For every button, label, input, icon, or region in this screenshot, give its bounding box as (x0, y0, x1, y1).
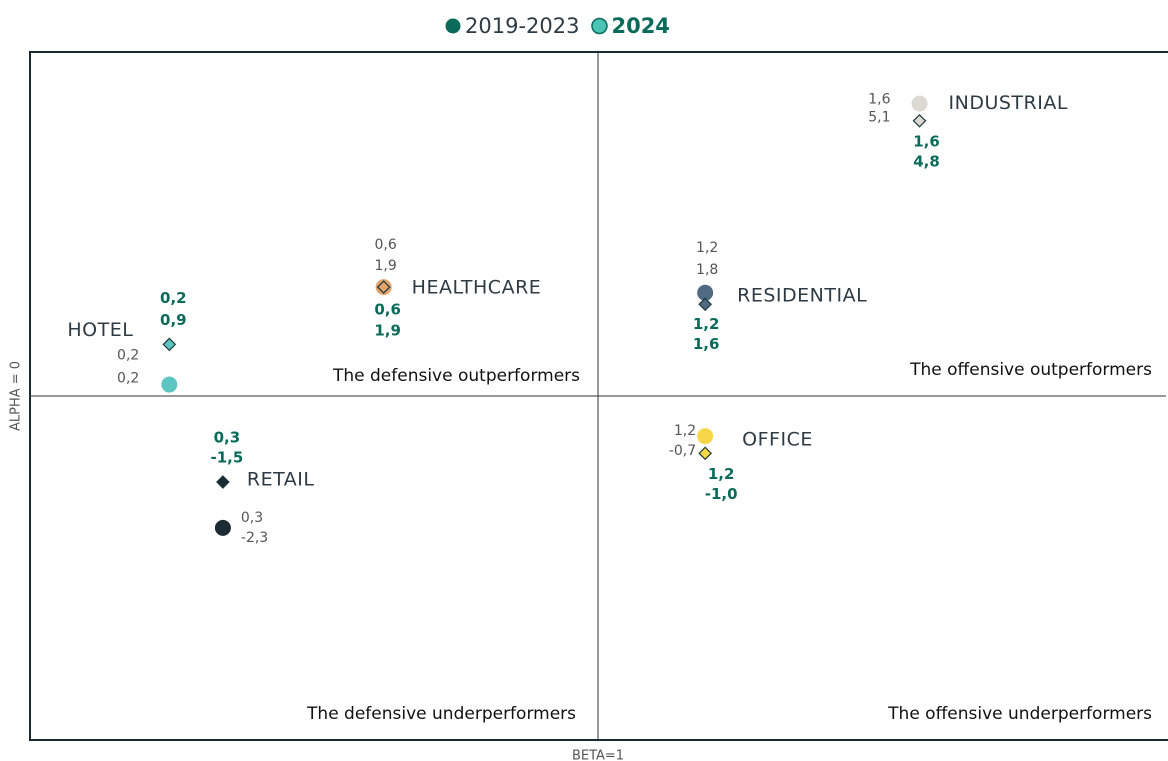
data-point (162, 337, 177, 352)
data-point (698, 446, 713, 461)
data-label: -0,7 (669, 443, 696, 459)
quadrant-label: The defensive underperformers (306, 704, 576, 724)
data-point (376, 280, 391, 294)
data-label: 0,3 (214, 429, 241, 447)
data-label: 1,6 (913, 132, 940, 150)
legend-label: 2019-2023 (465, 14, 579, 38)
data-label: 1,6 (868, 92, 890, 108)
data-label: 1,6 (693, 335, 720, 353)
data-label: 0,2 (160, 289, 187, 307)
data-label: 1,2 (674, 423, 696, 439)
data-label: 4,8 (913, 152, 940, 170)
data-label: 0,2 (117, 371, 139, 387)
data-point (911, 95, 928, 112)
data-label: -1,5 (210, 449, 243, 467)
category-label: OFFICE (742, 429, 813, 451)
legend-label: 2024 (611, 14, 669, 38)
legend-marker (591, 17, 608, 35)
data-point (697, 284, 714, 301)
data-label: 0,9 (160, 311, 187, 329)
data-point (214, 519, 231, 536)
legend-marker (445, 18, 461, 34)
data-label: -2,3 (241, 530, 268, 546)
quadrant-label: The offensive outperformers (909, 360, 1152, 380)
data-point (912, 113, 927, 128)
data-label: 1,2 (693, 315, 720, 333)
quadrant-label: The offensive underperformers (887, 704, 1152, 724)
data-label: 1,8 (696, 262, 718, 278)
data-point (161, 376, 178, 393)
quadrant-label: The defensive outperformers (332, 366, 580, 386)
category-label: INDUSTRIAL (949, 92, 1068, 114)
data-label: 1,2 (708, 465, 735, 483)
category-label: HOTEL (67, 319, 133, 341)
data-point (216, 475, 230, 489)
data-label: 5,1 (868, 110, 890, 126)
x-axis-label: BETA=1 (572, 749, 624, 761)
data-point (697, 428, 714, 445)
data-label: 0,6 (374, 301, 401, 319)
data-label: 1,9 (375, 258, 397, 274)
data-label: 0,3 (241, 510, 263, 526)
category-label: RETAIL (247, 468, 315, 490)
data-label: 0,2 (117, 348, 139, 364)
data-label: 0,6 (375, 237, 397, 253)
category-label: RESIDENTIAL (737, 284, 867, 306)
data-label: 1,2 (696, 240, 718, 256)
category-label: HEALTHCARE (412, 277, 542, 299)
data-label: -1,0 (705, 485, 738, 503)
y-axis-label: ALPHA = 0 (9, 361, 24, 431)
data-point (698, 297, 713, 312)
data-label: 1,9 (374, 322, 401, 340)
